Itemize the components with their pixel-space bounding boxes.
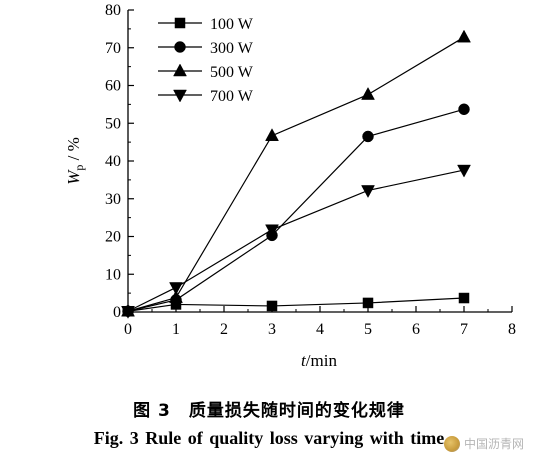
legend-item: 100 W [158, 16, 254, 33]
x-tick-label: 2 [220, 321, 228, 338]
y-tick-label: 70 [105, 40, 121, 57]
data-point [265, 128, 279, 141]
y-axis-label: Wp / % [64, 137, 86, 185]
data-point [265, 224, 279, 238]
watermark-text: 中国沥青网 [463, 437, 524, 451]
watermark-logo-icon [443, 435, 460, 452]
legend-item: 300 W [158, 40, 254, 57]
series-3 [121, 164, 471, 319]
legend-marker [174, 17, 186, 29]
y-tick-label: 80 [105, 2, 121, 19]
data-point [169, 290, 183, 303]
y-axis-ticks: 0 10 20 30 40 50 60 70 80 [105, 2, 134, 321]
series-group [121, 29, 471, 319]
watermark: 中国沥青网 [443, 435, 524, 452]
figure-caption-en: Fig. 3 Rule of quality loss varying with… [93, 428, 445, 448]
x-tick-label: 1 [172, 321, 180, 338]
legend-label: 500 W [210, 64, 254, 81]
data-point [457, 29, 471, 43]
series-line [127, 108, 465, 312]
x-tick-label: 4 [316, 321, 324, 338]
legend-marker [173, 63, 187, 77]
data-point [121, 305, 135, 319]
data-point [458, 103, 470, 116]
x-tick-label: 5 [364, 321, 372, 338]
legend-marker [173, 89, 187, 103]
data-point [169, 282, 183, 295]
legend-label: 100 W [210, 16, 254, 33]
chart: 0 1 2 3 4 5 6 7 8 0 10 20 30 40 50 60 70 80 t/min Wp / %… [64, 2, 516, 370]
x-axis-label: t/min [301, 351, 337, 370]
legend-item: 500 W [158, 63, 254, 81]
y-tick-label: 30 [105, 191, 121, 208]
x-tick-label: 0 [124, 321, 132, 338]
y-tick-label: 50 [105, 115, 121, 132]
data-point [361, 87, 375, 100]
figure-caption-cn: 图 3 质量损失随时间的变化规律 [133, 401, 405, 421]
legend: 100 W 300 W 500 W 700 W [158, 16, 254, 105]
y-tick-label: 0 [113, 304, 121, 321]
x-tick-label: 8 [508, 321, 516, 338]
legend-item: 700 W [158, 88, 254, 105]
data-point [362, 297, 374, 309]
x-axis-ticks: 0 1 2 3 4 5 6 7 8 [124, 306, 516, 338]
x-tick-label: 7 [460, 321, 468, 338]
x-tick-label: 3 [268, 321, 276, 338]
data-point [457, 164, 471, 178]
data-point [362, 130, 374, 143]
x-tick-label: 6 [412, 321, 420, 338]
data-point [361, 185, 375, 198]
data-point [266, 300, 278, 312]
y-tick-label: 40 [105, 153, 121, 170]
legend-label: 700 W [210, 88, 254, 105]
y-tick-label: 60 [105, 78, 121, 95]
legend-label: 300 W [210, 40, 254, 57]
y-tick-label: 10 [105, 266, 121, 283]
y-tick-label: 20 [105, 229, 121, 246]
series-2 [121, 29, 471, 317]
axes [127, 10, 512, 313]
legend-marker [174, 41, 186, 53]
series-line [127, 36, 465, 312]
data-point [458, 292, 470, 304]
